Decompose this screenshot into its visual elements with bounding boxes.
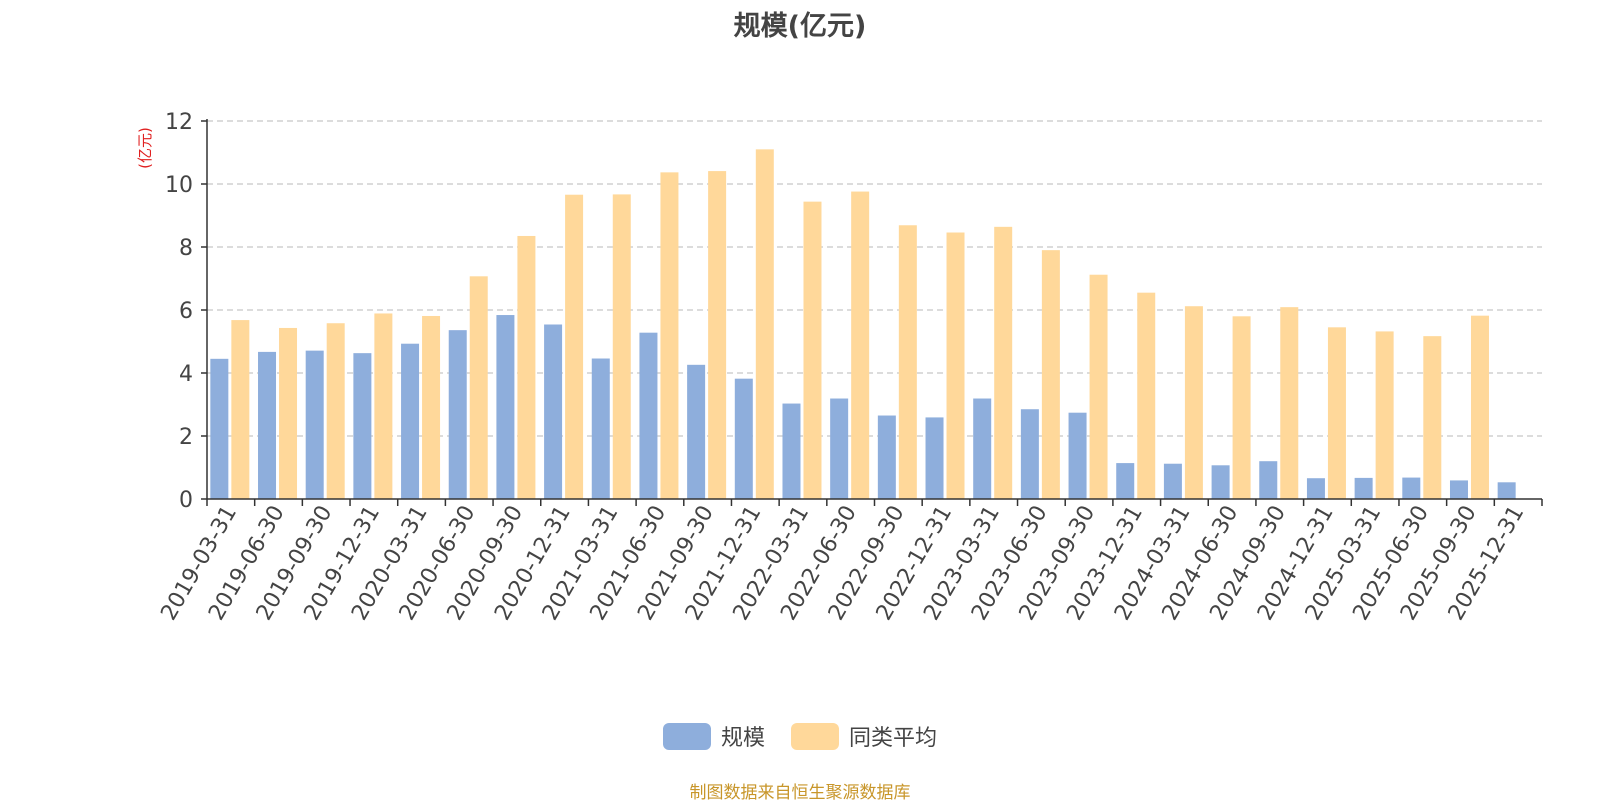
bar-peer-average [612,194,631,499]
bar-peer-average [469,276,488,499]
bar-peer-average [660,172,679,499]
bar-peer-average [565,194,584,499]
bar-peer-average [326,323,345,499]
data-source-note: 制图数据来自恒生聚源数据库 [689,783,911,803]
legend-label-scale: 规模 [720,726,765,751]
bar-scale [496,315,515,499]
y-axis-label: (亿元) [136,127,154,169]
bar-scale [782,403,801,499]
bar-peer-average [994,226,1013,499]
bar-peer-average [1423,336,1442,499]
bar-scale [1211,465,1230,499]
y-tick-label: 12 [165,110,193,135]
bar-peer-average [803,201,822,499]
y-tick-label: 10 [165,173,193,198]
legend-swatch-peer-average [791,722,839,750]
bar-scale [305,350,324,499]
bar-scale [1020,409,1039,499]
bar-scale [830,398,849,499]
bar-scale [687,364,706,499]
legend-item-peer-average[interactable]: 同类平均 [791,720,937,752]
bar-peer-average [708,171,727,499]
bar-peer-average [1184,306,1203,499]
bar-peer-average [851,191,870,499]
bar-peer-average [1375,331,1394,499]
bar-peer-average [279,327,298,499]
bar-peer-average [755,149,774,499]
y-tick-label: 0 [179,488,193,513]
bar-peer-average [231,320,250,499]
bar-peer-average [1280,307,1299,499]
bar-peer-average [898,225,917,499]
bar-peer-average [1327,327,1346,499]
bar-scale [1354,477,1373,499]
bar-scale [925,417,944,499]
legend: 规模 同类平均 [0,720,1600,752]
chart-title: 规模(亿元) [733,11,867,42]
y-tick-label: 4 [179,362,193,387]
bar-scale [210,358,229,499]
bar-peer-average [1089,274,1108,499]
bar-peer-average [1470,315,1489,499]
bar-scale [734,378,753,499]
bar-scale [448,330,467,499]
bar-scale [353,353,372,499]
bar-scale [1449,480,1468,499]
tick-labels: 024681012(亿元)2019-03-312019-06-302019-09… [136,110,1529,625]
axes [201,119,1543,506]
bar-peer-average [517,235,536,499]
y-tick-label: 2 [179,425,193,450]
bar-peer-average [1137,292,1156,499]
bar-peer-average [1232,316,1251,499]
bar-peer-average [946,232,965,499]
bar-scale [1068,412,1087,499]
y-tick-label: 8 [179,236,193,261]
legend-label-peer-average: 同类平均 [849,726,938,751]
bar-peer-average [1041,250,1060,499]
bar-scale [401,343,420,499]
legend-swatch-scale [662,722,711,750]
bar-scale [877,415,896,499]
bar-scale [639,332,658,499]
bar-scale [1116,463,1135,499]
bar-scale [1259,461,1278,499]
bar-scale [591,358,610,499]
bar-peer-average [374,313,393,499]
y-tick-label: 6 [179,299,193,324]
bar-scale [1306,478,1325,499]
bar-peer-average [422,315,441,499]
bar-scale [1163,463,1182,499]
legend-item-scale[interactable]: 规模 [662,720,765,752]
bar-scale [1497,482,1516,499]
bar-scale [1402,477,1421,499]
bar-scale [258,351,277,499]
bars [210,149,1516,499]
bar-scale [544,324,563,499]
bar-scale [973,398,992,499]
